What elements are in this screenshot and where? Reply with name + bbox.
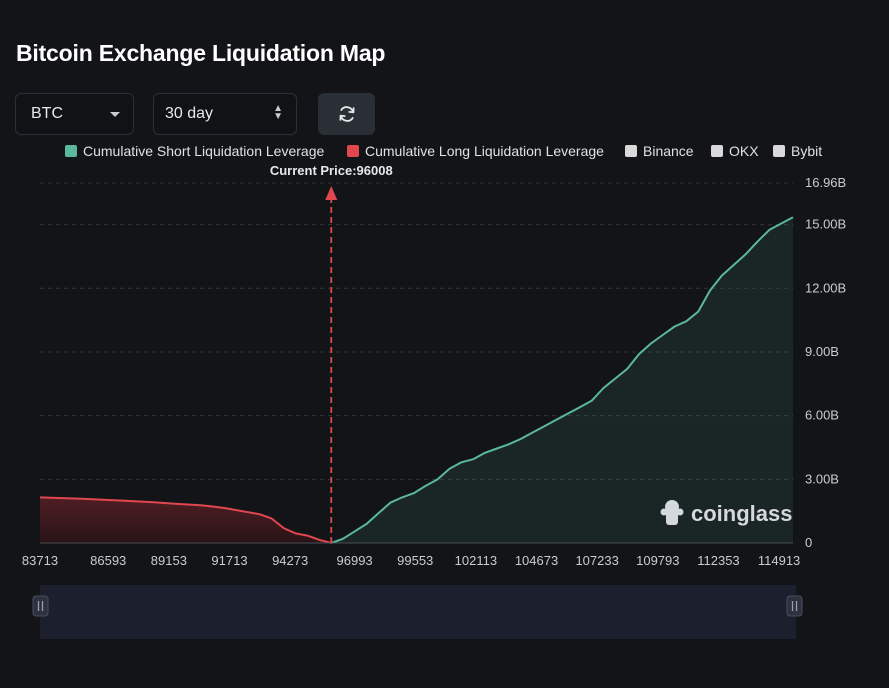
legend-item-short[interactable]: Cumulative Short Liquidation Leverage bbox=[65, 143, 324, 159]
legend-item-long[interactable]: Cumulative Long Liquidation Leverage bbox=[347, 143, 604, 159]
y-tick-label: 3.00B bbox=[805, 471, 839, 486]
refresh-button[interactable] bbox=[318, 93, 375, 135]
x-tick-label: 109793 bbox=[636, 553, 679, 568]
legend-swatch-long bbox=[347, 145, 359, 157]
coinglass-watermark: coinglass bbox=[660, 500, 792, 526]
chart-series bbox=[39, 216, 794, 544]
y-tick-label: 16.96B bbox=[805, 175, 846, 190]
series-line-short bbox=[330, 216, 794, 544]
updown-chevron-icon: ▲ ▼ bbox=[273, 103, 283, 122]
coin-select-value: BTC bbox=[31, 105, 63, 122]
legend-swatch-short bbox=[65, 145, 77, 157]
x-tick-label: 94273 bbox=[272, 553, 308, 568]
zoom-slider-track[interactable] bbox=[40, 585, 796, 639]
legend-label-binance: Binance bbox=[643, 143, 694, 159]
current-price-label: Current Price:96008 bbox=[270, 163, 393, 178]
coin-select[interactable]: BTC bbox=[15, 93, 134, 135]
legend-item-binance[interactable]: Binance bbox=[625, 143, 694, 159]
legend-item-okx[interactable]: OKX bbox=[711, 143, 759, 159]
legend-item-bybit[interactable]: Bybit bbox=[773, 143, 822, 159]
legend-swatch-binance bbox=[625, 145, 637, 157]
legend-swatch-okx bbox=[711, 145, 723, 157]
series-area-short bbox=[331, 217, 793, 543]
x-tick-label: 96993 bbox=[337, 553, 373, 568]
series-line-long bbox=[39, 496, 332, 544]
legend-label-okx: OKX bbox=[729, 143, 759, 159]
y-tick-label: 9.00B bbox=[805, 344, 839, 359]
x-tick-label: 112353 bbox=[697, 553, 739, 568]
legend-label-bybit: Bybit bbox=[791, 143, 823, 159]
zoom-handle-right[interactable] bbox=[786, 595, 803, 617]
chevron-down-icon bbox=[110, 112, 120, 117]
chart-legend: Cumulative Short Liquidation Leverage Cu… bbox=[0, 141, 889, 161]
x-tick-label: 102113 bbox=[455, 553, 497, 568]
y-tick-label: 6.00B bbox=[805, 408, 839, 423]
legend-label-long: Cumulative Long Liquidation Leverage bbox=[365, 143, 604, 159]
coinglass-logo-icon bbox=[660, 500, 684, 525]
y-tick-label: 15.00B bbox=[805, 217, 846, 232]
x-tick-label: 107233 bbox=[575, 553, 618, 568]
x-tick-label: 104673 bbox=[515, 553, 558, 568]
chart-axes: 0 3.00B 6.00B 9.00B 12.00B 15.00B 16.96B 83713 8… bbox=[22, 163, 846, 568]
legend-label-short: Cumulative Short Liquidation Leverage bbox=[83, 143, 325, 159]
page-title: Bitcoin Exchange Liquidation Map bbox=[16, 40, 386, 66]
y-tick-label: 0 bbox=[805, 535, 812, 550]
x-tick-label: 114913 bbox=[758, 553, 800, 568]
series-area-long bbox=[40, 497, 332, 543]
y-tick-label: 12.00B bbox=[805, 280, 846, 295]
x-tick-label: 86593 bbox=[90, 553, 126, 568]
watermark-text: coinglass bbox=[691, 501, 792, 526]
period-select[interactable]: 30 day ▲ ▼ bbox=[153, 93, 297, 135]
current-price-arrow-icon bbox=[325, 186, 338, 200]
chart-grid bbox=[40, 182, 793, 480]
legend-swatch-bybit bbox=[773, 145, 785, 157]
zoom-slider[interactable] bbox=[32, 585, 803, 639]
zoom-handle-left[interactable] bbox=[32, 595, 49, 617]
x-tick-label: 99553 bbox=[397, 553, 433, 568]
x-tick-label: 91713 bbox=[211, 553, 247, 568]
x-tick-label: 89153 bbox=[151, 553, 187, 568]
period-select-value: 30 day bbox=[165, 105, 214, 122]
x-tick-label: 83713 bbox=[22, 553, 58, 568]
refresh-icon bbox=[339, 106, 354, 122]
